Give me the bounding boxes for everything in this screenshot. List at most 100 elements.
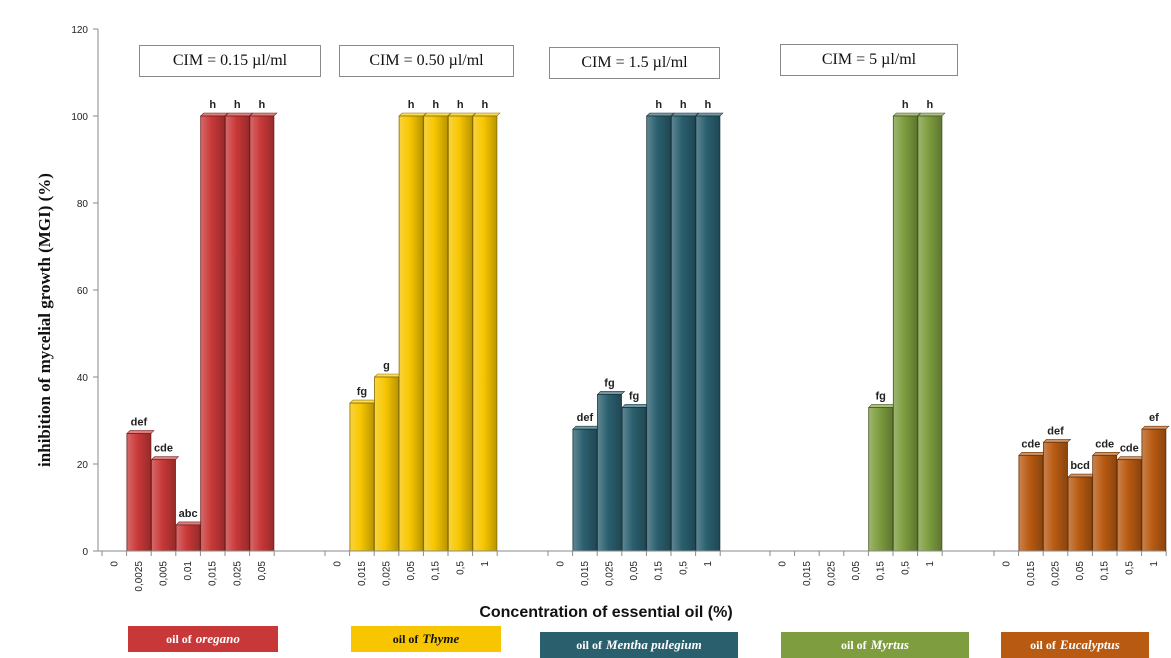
bar-top (199, 112, 229, 117)
y-tick-label: 20 (77, 460, 89, 471)
bar (423, 115, 449, 552)
y-tick-label: 60 (77, 286, 89, 297)
x-tick-label: 0 (555, 561, 566, 567)
x-tick-label: 1 (480, 561, 491, 567)
x-tick-label: 0 (1001, 561, 1012, 567)
bar (374, 376, 399, 552)
x-tick-label: 0,05 (406, 561, 417, 581)
data-label: def (1047, 425, 1064, 437)
bar-top (645, 112, 675, 117)
bar (646, 115, 672, 552)
data-label: h (482, 99, 489, 111)
bar (1018, 454, 1044, 552)
bar (892, 115, 918, 552)
x-tick-label: 0,025 (827, 561, 838, 586)
bar-top (1116, 456, 1146, 460)
data-label: h (408, 99, 415, 111)
bar (917, 115, 943, 552)
data-label: cde (1021, 438, 1040, 450)
x-tick-label: 0,05 (257, 561, 268, 581)
x-tick-label: 0 (777, 561, 788, 567)
legend-oil-name: Mentha pulegium (605, 637, 702, 652)
bar-top (1042, 438, 1072, 443)
data-label: ef (1149, 412, 1159, 424)
data-label: h (457, 99, 464, 111)
bar (447, 115, 473, 552)
legend-entry: oil of oregano (128, 626, 278, 652)
x-tick-label: 0,15 (876, 561, 887, 581)
x-tick-label: 0,15 (654, 561, 665, 581)
x-tick-label: 0,15 (1100, 561, 1111, 581)
bar (126, 433, 152, 552)
bar-top (224, 112, 254, 117)
x-tick-label: 0,015 (208, 561, 219, 586)
x-tick-label: 0,05 (1075, 561, 1086, 581)
x-tick-label: 0,05 (851, 561, 862, 581)
y-tick-label: 0 (82, 547, 88, 558)
y-tick-label: 100 (71, 112, 88, 123)
bar (670, 115, 696, 552)
bar (472, 115, 498, 552)
bar-top (621, 404, 650, 408)
legend-prefix: oil of (576, 637, 602, 652)
bar (621, 407, 647, 552)
cim-annotation: CIM = 0.50 µl/ml (339, 45, 514, 77)
x-tick-label: 0 (332, 561, 343, 567)
bar-top (447, 112, 477, 117)
x-tick-label: 0,5 (1124, 561, 1135, 575)
bar (1116, 459, 1142, 552)
data-label: bcd (1070, 460, 1090, 472)
data-label: fg (876, 390, 886, 402)
x-tick-label: 0,5 (678, 561, 689, 575)
x-tick-label: 0,0025 (134, 561, 145, 592)
data-label: h (432, 99, 439, 111)
legend-entry: oil of Eucalyptus (1001, 632, 1149, 658)
bar-top (1018, 451, 1047, 456)
legend-oil-name: Thyme (422, 631, 460, 646)
bar (200, 115, 226, 552)
data-label: g (383, 360, 390, 372)
x-tick-label: 1 (1149, 561, 1160, 567)
data-label: fg (357, 386, 367, 398)
bar-top (126, 430, 155, 434)
data-label: cde (1120, 443, 1139, 455)
data-label: h (655, 99, 662, 111)
legend-entry: oil of Mentha pulegium (540, 632, 738, 658)
x-tick-label: 0,01 (183, 561, 194, 581)
cim-annotation: CIM = 5 µl/ml (780, 44, 958, 76)
x-tick-label: 0,5 (900, 561, 911, 575)
bar-top (695, 112, 724, 117)
data-label: abc (179, 508, 198, 520)
bar-top (150, 456, 180, 460)
legend-entry: oil of Myrtus (781, 632, 969, 658)
bar (695, 115, 721, 552)
bar (572, 428, 598, 552)
x-tick-label: 1 (925, 561, 936, 567)
x-tick-label: 0,025 (605, 561, 616, 586)
data-label: h (680, 99, 687, 111)
bar-top (398, 112, 427, 117)
x-tick-label: 0,025 (382, 561, 393, 586)
bar (151, 459, 176, 552)
bar-top (1091, 451, 1121, 456)
data-label: h (209, 99, 216, 111)
bar-top (422, 112, 452, 117)
legend-prefix: oil of (392, 631, 419, 646)
y-tick-label: 40 (77, 373, 89, 384)
bar-top (670, 112, 700, 117)
bar-top (175, 521, 204, 526)
bar-top (867, 404, 897, 408)
bar-top (917, 112, 946, 117)
x-tick-label: 0,5 (455, 561, 466, 575)
data-label: h (234, 99, 241, 111)
bar-top (349, 399, 378, 404)
bar (249, 115, 275, 552)
y-tick-label: 120 (71, 25, 88, 36)
legend-entry: oil of Thyme (351, 626, 501, 652)
legend-oil-name: oregano (195, 631, 240, 646)
bar (175, 524, 201, 552)
cim-annotation: CIM = 1.5 µl/ml (549, 47, 720, 79)
data-label: fg (629, 390, 639, 402)
bar (868, 407, 894, 552)
